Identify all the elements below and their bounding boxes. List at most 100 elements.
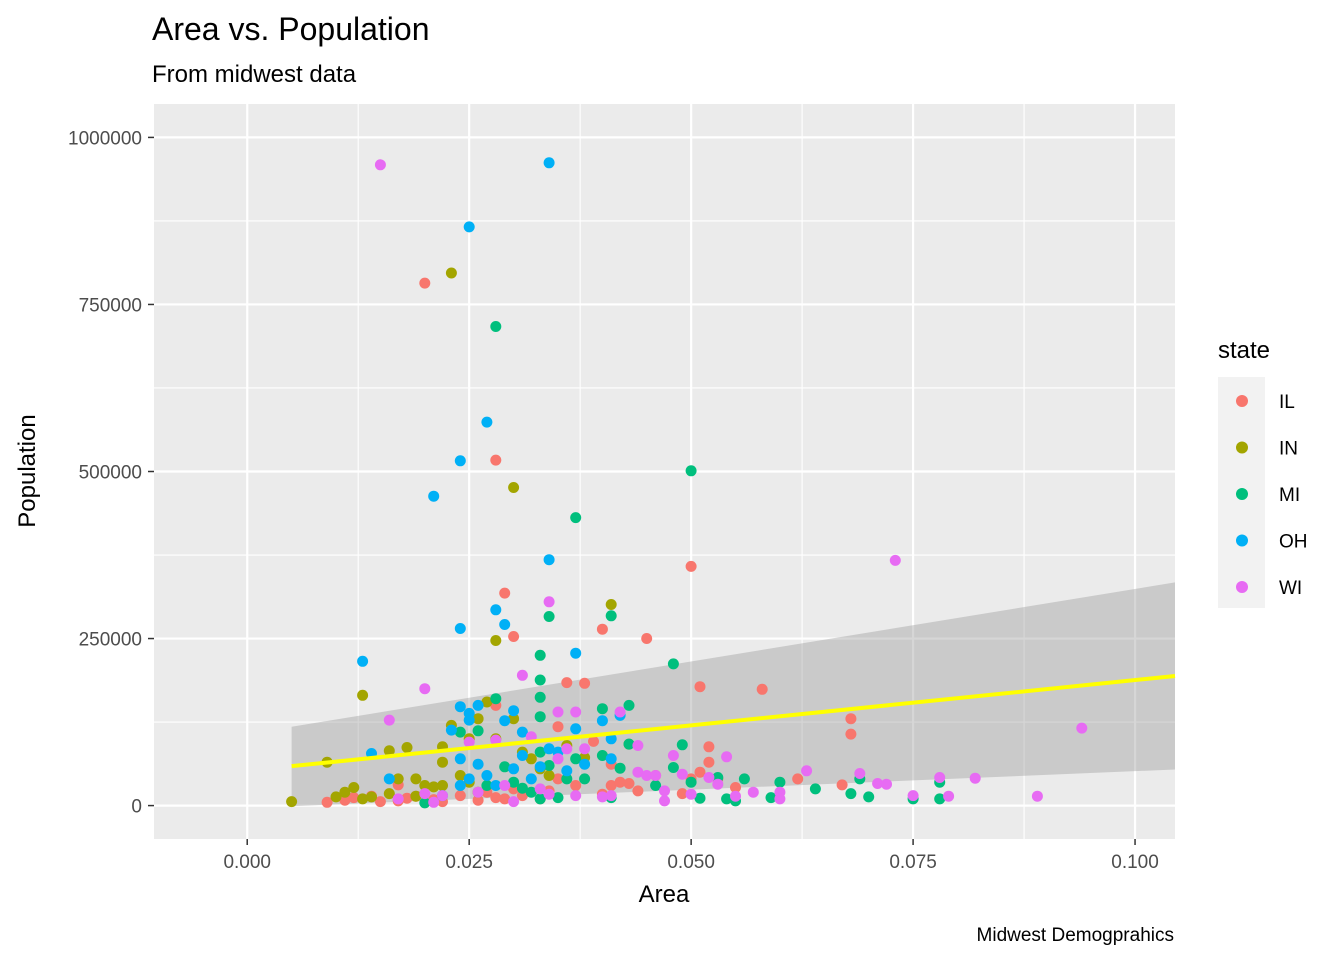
data-point (543, 760, 555, 771)
data-point (419, 780, 431, 791)
data-point (614, 776, 626, 788)
data-point (605, 753, 617, 765)
data-point (694, 792, 706, 804)
data-point (419, 277, 431, 289)
data-point (747, 786, 759, 798)
data-point (472, 725, 484, 737)
data-point (596, 623, 608, 635)
data-point (454, 726, 466, 738)
data-point (552, 706, 564, 718)
y-tick-label: 0 (131, 797, 142, 818)
data-point (410, 790, 422, 802)
data-point (508, 713, 520, 725)
legend-label-OH: OH (1279, 532, 1308, 553)
data-point (463, 714, 475, 726)
data-point (801, 765, 813, 777)
data-point (463, 736, 475, 748)
data-point (525, 773, 537, 785)
data-point (1076, 722, 1088, 734)
data-point (454, 770, 466, 781)
data-point (481, 416, 493, 428)
data-point (703, 741, 715, 753)
data-point (508, 776, 520, 788)
data-point (374, 796, 386, 808)
data-point (543, 611, 555, 622)
data-point (685, 465, 697, 477)
data-point (774, 776, 786, 788)
data-point (552, 792, 564, 804)
data-point (499, 793, 511, 805)
data-point (570, 647, 582, 659)
data-point (516, 726, 528, 738)
data-point (854, 768, 866, 779)
data-point (401, 792, 413, 804)
x-tick-label: 0.050 (667, 852, 715, 873)
y-tick-label: 750000 (79, 295, 142, 316)
data-point (579, 677, 591, 689)
y-axis-title: Population (14, 414, 41, 527)
data-point (472, 758, 484, 770)
chart-title: Area vs. Population (152, 11, 430, 47)
data-point (561, 765, 573, 777)
data-point (632, 785, 644, 797)
x-tick-label: 0.000 (223, 852, 271, 873)
data-point (490, 792, 502, 804)
data-point (490, 454, 502, 466)
data-point (792, 773, 804, 785)
data-point (659, 785, 670, 797)
data-point (383, 788, 395, 800)
data-point (454, 455, 466, 467)
data-point (321, 796, 333, 808)
data-point (534, 761, 546, 773)
data-point (357, 689, 369, 701)
data-point (561, 773, 573, 785)
data-point (570, 723, 582, 735)
data-point (632, 766, 644, 778)
data-point (588, 735, 599, 747)
data-point (534, 783, 546, 795)
y-axis: 0 250000 500000 750000 1000000 (68, 128, 154, 818)
data-point (383, 714, 395, 726)
data-point (845, 788, 857, 800)
data-point (605, 599, 617, 610)
data-point (525, 786, 537, 798)
points-layer (286, 157, 1088, 809)
data-point (596, 715, 608, 727)
data-point (490, 604, 502, 616)
data-point (508, 705, 520, 717)
data-point (676, 739, 688, 751)
data-point (570, 706, 582, 718)
data-point (934, 772, 946, 783)
data-point (632, 740, 644, 751)
data-point (366, 791, 377, 803)
data-point (570, 780, 582, 791)
data-point (570, 512, 582, 524)
data-point (596, 750, 608, 761)
legend-label-MI: MI (1279, 485, 1300, 506)
legend-label-WI: WI (1279, 578, 1302, 599)
data-point (499, 587, 511, 599)
data-point (676, 788, 688, 800)
data-point (534, 691, 546, 703)
legend-key-IN (1236, 441, 1248, 454)
data-point (330, 791, 342, 803)
confidence-band (291, 582, 1175, 807)
data-point (685, 788, 697, 800)
data-point (543, 596, 555, 608)
data-point (383, 773, 395, 785)
data-point (552, 773, 564, 785)
data-point (516, 750, 528, 761)
data-point (863, 791, 875, 803)
data-point (605, 610, 617, 622)
data-point (348, 792, 360, 804)
data-point (659, 795, 670, 807)
data-point (579, 773, 591, 785)
data-point (552, 721, 564, 733)
data-point (570, 790, 582, 802)
trend-line-layer (291, 673, 1176, 769)
data-point (419, 797, 431, 809)
data-point (605, 733, 617, 745)
data-point (774, 793, 786, 805)
data-point (889, 554, 901, 566)
